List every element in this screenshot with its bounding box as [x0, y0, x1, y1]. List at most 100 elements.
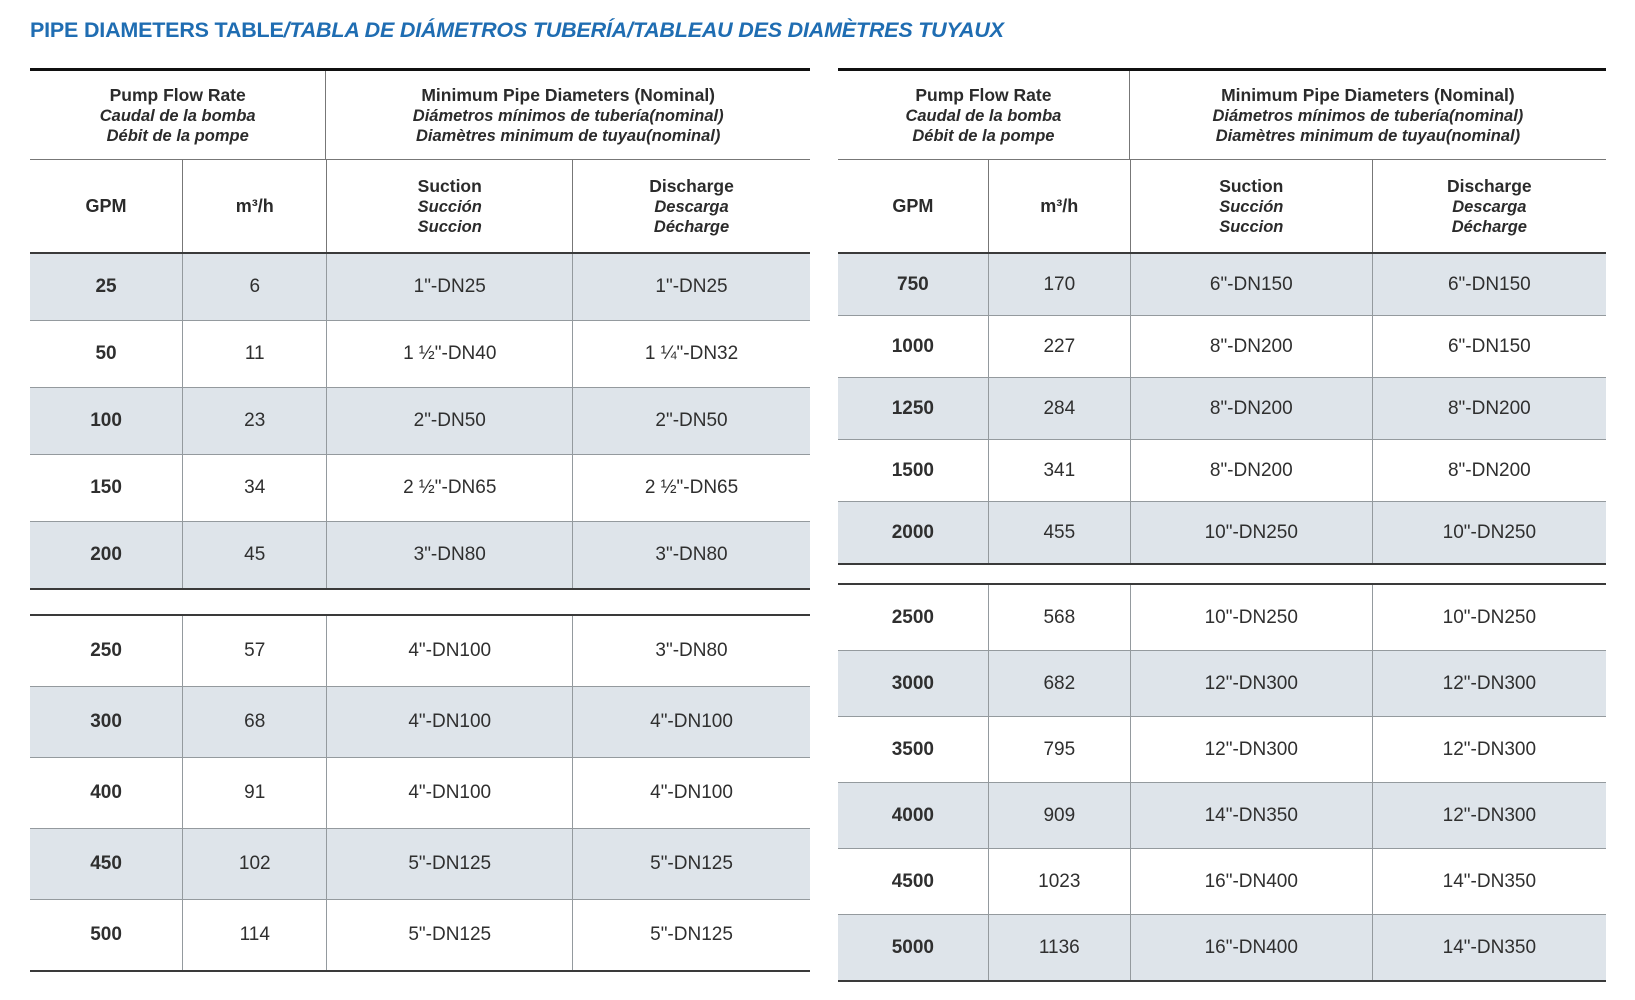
suction-value: 10"-DN250 [1129, 502, 1372, 563]
table-row: 400 91 4"-DN100 4"-DN100 [30, 757, 810, 828]
page-title: PIPE DIAMETERS TABLE/TABLA DE DIÁMETROS … [30, 18, 1004, 43]
table-header: Pump Flow Rate Caudal de la bomba Débit … [838, 68, 1606, 254]
pipe-table-right: Pump Flow Rate Caudal de la bomba Débit … [838, 68, 1606, 982]
table-row: 1250 284 8"-DN200 8"-DN200 [838, 377, 1606, 439]
gpm-value: 1500 [891, 459, 935, 481]
m3h-value: 1136 [987, 915, 1130, 980]
m3h-value: 114 [182, 900, 326, 970]
gpm-value: 300 [90, 711, 122, 732]
m3h-value: 6 [182, 254, 326, 320]
m3h-value: 11 [182, 321, 326, 387]
discharge-value: 12"-DN300 [1371, 717, 1606, 782]
gpm-value: 1250 [891, 397, 935, 419]
discharge-value: 1 ¼"-DN32 [572, 321, 810, 387]
suction-value: 1"-DN25 [326, 254, 572, 320]
pipe-table-left: Pump Flow Rate Caudal de la bomba Débit … [30, 68, 810, 982]
gpm-value: 1000 [891, 335, 935, 357]
table-row: 1000 227 8"-DN200 6"-DN150 [838, 315, 1606, 377]
m3h-value: 34 [182, 455, 326, 521]
suction-value: 4"-DN100 [326, 758, 572, 828]
suction-value: 16"-DN400 [1129, 915, 1372, 980]
suction-column-header: Suction Succión Succion [1129, 160, 1372, 252]
gpm-value: 400 [90, 782, 122, 803]
discharge-value: 2 ½"-DN65 [572, 455, 810, 521]
table-row: 750 170 6"-DN150 6"-DN150 [838, 254, 1606, 315]
discharge-value: 1"-DN25 [572, 254, 810, 320]
m3h-value: 227 [987, 316, 1130, 377]
gpm-value: 4500 [891, 870, 935, 892]
section-gap [838, 565, 1606, 583]
discharge-value: 12"-DN300 [1371, 783, 1606, 848]
gpm-value: 25 [95, 276, 117, 297]
m3h-value: 284 [987, 378, 1130, 439]
suction-value: 14"-DN350 [1129, 783, 1372, 848]
table-row: 3000 682 12"-DN300 12"-DN300 [838, 650, 1606, 716]
discharge-value: 5"-DN125 [572, 900, 810, 970]
suction-value: 2 ½"-DN65 [326, 455, 572, 521]
m3h-value: 68 [182, 687, 326, 757]
tables-container: Pump Flow Rate Caudal de la bomba Débit … [30, 68, 1606, 982]
m3h-value: 341 [987, 440, 1130, 501]
suction-value: 1 ½"-DN40 [326, 321, 572, 387]
discharge-value: 10"-DN250 [1371, 502, 1606, 563]
suction-value: 2"-DN50 [326, 388, 572, 454]
table-row: 50 11 1 ½"-DN40 1 ¼"-DN32 [30, 320, 810, 387]
gpm-value: 200 [90, 544, 122, 565]
table-section-lower: 2500 568 10"-DN250 10"-DN250 3000 682 12"-DN30… [838, 583, 1606, 982]
m3h-value: 57 [182, 616, 326, 686]
pump-flow-rate-header: Pump Flow Rate Caudal de la bomba Débit … [838, 71, 1130, 159]
discharge-value: 14"-DN350 [1371, 849, 1606, 914]
diameters-header-es: Diámetros mínimos de tubería(nominal) [412, 106, 724, 125]
table-row: 100 23 2"-DN50 2"-DN50 [30, 387, 810, 454]
m3h-value: 568 [987, 585, 1130, 650]
m3h-column-header: m³/h [987, 160, 1130, 252]
discharge-value: 14"-DN350 [1371, 915, 1606, 980]
suction-value: 10"-DN250 [1129, 585, 1372, 650]
discharge-value: 3"-DN80 [572, 522, 810, 588]
section-gap [30, 590, 810, 614]
gpm-value: 2500 [891, 606, 935, 628]
table-row: 300 68 4"-DN100 4"-DN100 [30, 686, 810, 757]
suction-value: 5"-DN125 [326, 900, 572, 970]
suction-value: 5"-DN125 [326, 829, 572, 899]
diameters-header-fr: Diamètres minimum de tuyau(nominal) [1215, 126, 1521, 145]
pump-flow-rate-header: Pump Flow Rate Caudal de la bomba Débit … [30, 71, 327, 159]
table-section-upper: 25 6 1"-DN25 1"-DN25 50 11 1 ½"-DN40 1 ¼"-DN32 1… [30, 254, 810, 590]
flow-header-fr: Débit de la pompe [912, 126, 1055, 145]
gpm-value: 500 [90, 924, 122, 945]
table-row: 150 34 2 ½"-DN65 2 ½"-DN65 [30, 454, 810, 521]
discharge-value: 6"-DN150 [1371, 316, 1606, 377]
diameters-header-es: Diámetros mínimos de tubería(nominal) [1212, 106, 1524, 125]
discharge-value: 10"-DN250 [1371, 585, 1606, 650]
suction-value: 8"-DN200 [1129, 316, 1372, 377]
flow-header-en: Pump Flow Rate [109, 84, 246, 105]
discharge-value: 12"-DN300 [1371, 651, 1606, 716]
discharge-value: 3"-DN80 [572, 616, 810, 686]
m3h-value: 682 [987, 651, 1130, 716]
gpm-value: 5000 [891, 936, 935, 958]
gpm-value: 250 [90, 640, 122, 661]
table-row: 25 6 1"-DN25 1"-DN25 [30, 254, 810, 320]
m3h-value: 102 [182, 829, 326, 899]
suction-value: 4"-DN100 [326, 687, 572, 757]
flow-header-es: Caudal de la bomba [905, 106, 1062, 125]
gpm-value: 450 [90, 853, 122, 874]
flow-header-es: Caudal de la bomba [99, 106, 256, 125]
discharge-column-header: Discharge Descarga Décharge [572, 160, 810, 252]
suction-value: 12"-DN300 [1129, 717, 1372, 782]
diameters-header-en: Minimum Pipe Diameters (Nominal) [421, 84, 716, 105]
m3h-value: 45 [182, 522, 326, 588]
diameters-header-en: Minimum Pipe Diameters (Nominal) [1221, 84, 1515, 105]
gpm-value: 750 [897, 273, 929, 295]
suction-value: 16"-DN400 [1129, 849, 1372, 914]
suction-column-header: Suction Succión Succion [326, 160, 572, 252]
m3h-value: 170 [987, 254, 1130, 315]
table-row: 2000 455 10"-DN250 10"-DN250 [838, 501, 1606, 563]
page-title-en: PIPE DIAMETERS TABLE [30, 18, 284, 42]
discharge-value: 4"-DN100 [572, 758, 810, 828]
flow-header-fr: Débit de la pompe [106, 126, 249, 145]
table-row: 450 102 5"-DN125 5"-DN125 [30, 828, 810, 899]
suction-value: 4"-DN100 [326, 616, 572, 686]
discharge-value: 6"-DN150 [1371, 254, 1606, 315]
m3h-value: 455 [987, 502, 1130, 563]
